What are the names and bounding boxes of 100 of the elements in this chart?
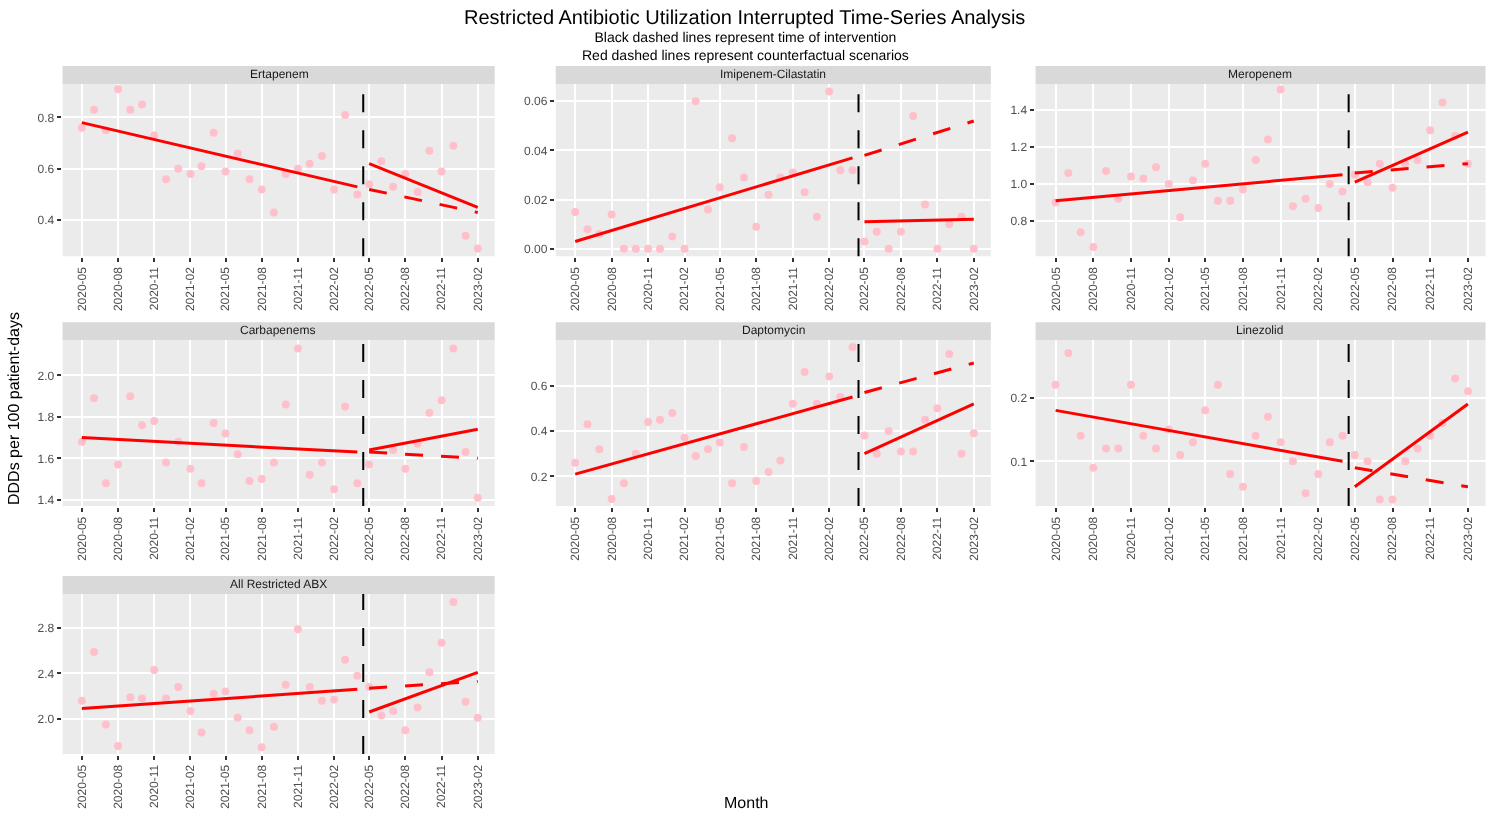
point bbox=[860, 237, 869, 246]
point bbox=[644, 244, 653, 253]
point bbox=[473, 713, 482, 722]
point bbox=[245, 477, 254, 486]
point bbox=[1127, 172, 1136, 181]
point bbox=[257, 185, 266, 194]
point bbox=[872, 449, 881, 458]
point bbox=[1139, 431, 1148, 440]
point bbox=[461, 448, 470, 457]
point bbox=[221, 429, 230, 438]
point bbox=[571, 458, 580, 467]
point bbox=[644, 417, 653, 426]
point bbox=[800, 368, 809, 377]
point bbox=[1463, 387, 1472, 396]
point bbox=[1064, 349, 1073, 358]
point bbox=[1213, 196, 1222, 205]
text: Restricted Antibiotic Utilization Interrupted Time-Series Analysis bbox=[464, 8, 1026, 30]
point bbox=[221, 167, 230, 176]
point bbox=[896, 447, 905, 456]
point bbox=[101, 720, 110, 729]
point bbox=[1226, 470, 1235, 479]
point bbox=[1251, 155, 1260, 164]
point bbox=[245, 175, 254, 184]
text: DDDs per 100 patient-days bbox=[5, 312, 23, 505]
point bbox=[114, 742, 123, 751]
point bbox=[77, 696, 86, 705]
point bbox=[317, 152, 326, 160]
point bbox=[921, 415, 930, 424]
point bbox=[921, 200, 930, 209]
point bbox=[739, 442, 748, 451]
point bbox=[365, 460, 374, 469]
point bbox=[945, 349, 954, 358]
point bbox=[872, 227, 881, 236]
point bbox=[233, 713, 242, 722]
point bbox=[389, 706, 398, 715]
point bbox=[619, 479, 628, 488]
point bbox=[126, 392, 135, 401]
point bbox=[825, 372, 834, 381]
point bbox=[377, 157, 386, 166]
point bbox=[788, 399, 797, 408]
point bbox=[1263, 412, 1272, 421]
point bbox=[728, 134, 737, 143]
point bbox=[969, 244, 978, 253]
point bbox=[655, 244, 664, 253]
point bbox=[269, 208, 278, 217]
point bbox=[1102, 167, 1111, 176]
point bbox=[1188, 438, 1197, 447]
point bbox=[186, 464, 195, 473]
point bbox=[1164, 180, 1173, 189]
point bbox=[1238, 185, 1247, 194]
point bbox=[305, 683, 314, 692]
point bbox=[1413, 155, 1422, 164]
point bbox=[668, 232, 677, 241]
point bbox=[1238, 482, 1247, 491]
point bbox=[1314, 204, 1323, 213]
point bbox=[933, 404, 942, 413]
point bbox=[1363, 178, 1372, 187]
point bbox=[293, 625, 302, 634]
point bbox=[1413, 444, 1422, 453]
point bbox=[1127, 380, 1136, 389]
point bbox=[90, 647, 99, 656]
point bbox=[848, 166, 857, 175]
point bbox=[330, 485, 339, 494]
point bbox=[691, 451, 700, 460]
point bbox=[1350, 450, 1359, 459]
point bbox=[595, 445, 604, 454]
point bbox=[317, 458, 326, 467]
point bbox=[330, 185, 339, 194]
point bbox=[619, 244, 628, 253]
point bbox=[728, 479, 737, 488]
point bbox=[281, 680, 290, 689]
point bbox=[1139, 174, 1148, 183]
point bbox=[150, 666, 159, 675]
point bbox=[269, 458, 278, 467]
point bbox=[449, 141, 458, 150]
point bbox=[1401, 457, 1410, 466]
point bbox=[1201, 159, 1210, 168]
point bbox=[703, 205, 712, 214]
point bbox=[114, 460, 123, 469]
point bbox=[425, 408, 434, 417]
text: Month bbox=[724, 794, 769, 812]
point bbox=[174, 164, 183, 173]
point bbox=[884, 427, 893, 436]
point bbox=[1076, 228, 1085, 237]
point bbox=[1375, 495, 1384, 504]
point bbox=[77, 123, 86, 132]
point bbox=[583, 420, 592, 429]
point bbox=[776, 456, 785, 465]
point bbox=[437, 396, 446, 405]
point bbox=[957, 449, 966, 458]
point bbox=[365, 180, 374, 189]
point bbox=[752, 222, 761, 231]
point bbox=[896, 227, 905, 236]
point bbox=[353, 479, 362, 488]
point bbox=[77, 437, 86, 446]
point bbox=[1089, 242, 1098, 251]
point bbox=[571, 207, 580, 216]
point bbox=[449, 344, 458, 353]
point bbox=[377, 711, 386, 720]
point bbox=[1363, 457, 1372, 466]
